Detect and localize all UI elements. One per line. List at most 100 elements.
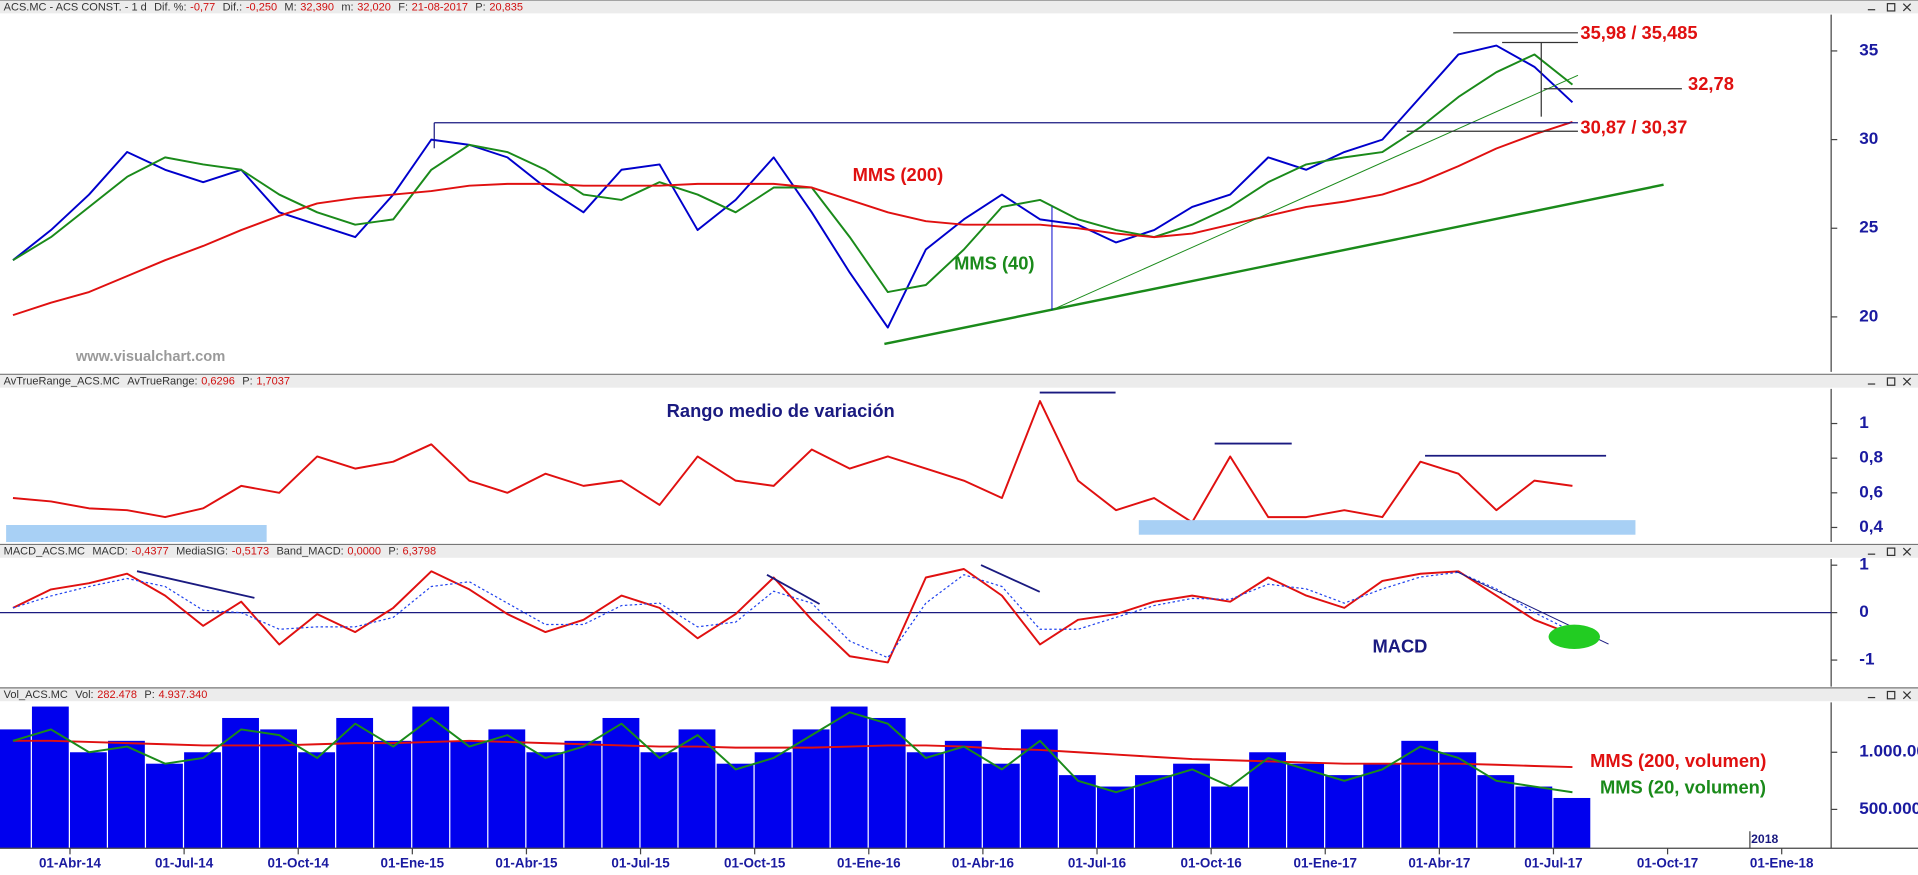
x-tick-label: 01-Ene-15 — [381, 856, 445, 871]
annotation: MMS (200, volumen) — [1590, 750, 1766, 771]
plot-area — [12, 400, 1573, 524]
header-label: P: — [475, 1, 485, 13]
y-tick-label: 0,6 — [1859, 482, 1883, 501]
x-tick-label: 01-Jul-17 — [1524, 856, 1582, 871]
header-bar — [0, 374, 1918, 388]
series-line — [12, 53, 1574, 294]
maximize-icon — [1886, 377, 1896, 386]
header-name: ACS.MC - ACS CONST. - 1 d — [4, 1, 147, 13]
volume-bar — [526, 752, 564, 849]
x-tick-label: 01-Oct-16 — [1180, 856, 1241, 871]
header-name: AvTrueRange_ACS.MC — [4, 376, 120, 388]
volume-bar — [830, 706, 868, 849]
header-value: 1,7037 — [256, 376, 290, 388]
volume-bar — [488, 729, 526, 849]
close-icon — [1902, 3, 1912, 12]
header-bar — [0, 544, 1918, 558]
header-value: 0,0000 — [347, 546, 381, 558]
y-tick-label: 0,4 — [1859, 517, 1883, 536]
panel-header: AvTrueRange_ACS.MC AvTrueRange: 0,6296 P: 1,… — [4, 376, 290, 388]
annotation: 32,78 — [1688, 73, 1734, 94]
header-label: Vol: — [75, 689, 93, 701]
volume-bar — [184, 752, 221, 849]
series-line — [12, 400, 1573, 524]
volume-bar — [1097, 786, 1134, 849]
header-value: 20,835 — [489, 1, 523, 13]
maximize-icon — [1886, 3, 1896, 12]
volume-bar — [1249, 752, 1286, 849]
window-button[interactable] — [1886, 377, 1896, 386]
volume-bar — [868, 717, 906, 849]
highlight — [1548, 624, 1600, 649]
volume-bar — [944, 740, 982, 849]
volume-bar — [108, 740, 145, 849]
x-tick-label: 01-Abr-17 — [1408, 856, 1470, 871]
window-button[interactable] — [1902, 377, 1912, 386]
header-label: F: — [398, 1, 408, 13]
header-value: -0,5173 — [232, 546, 269, 558]
volume-bar — [906, 752, 944, 849]
volume-bar — [1135, 775, 1172, 849]
drawings — [6, 32, 1682, 649]
header-label: Dif. %: — [154, 1, 186, 13]
close-icon — [1902, 691, 1912, 700]
panel-header: Vol_ACS.MC Vol: 282.478 P: 4.937.340 — [4, 689, 208, 701]
header-value: 32,390 — [300, 1, 334, 13]
window-button[interactable] — [1886, 3, 1896, 12]
x-tick-label: 01-Ene-16 — [837, 856, 901, 871]
header-label: M: — [284, 1, 296, 13]
volume-bar — [336, 717, 374, 849]
year-label: 2018 — [1751, 832, 1778, 846]
window-button[interactable] — [1902, 691, 1912, 700]
annotation: www.visualchart.com — [75, 349, 226, 365]
volume-bar — [754, 752, 792, 849]
trend-line — [136, 570, 255, 599]
header-value: 21-08-2017 — [412, 1, 468, 13]
header-value: 0,6296 — [201, 376, 235, 388]
volume-bar — [222, 717, 259, 849]
annotation: MMS (200) — [853, 164, 944, 185]
trend-line — [884, 183, 1664, 346]
volume-bar — [1058, 775, 1096, 849]
y-tick-label: 1.000.000 — [1859, 742, 1918, 761]
y-tick-label: 35 — [1859, 40, 1878, 59]
header-value: 6,3798 — [402, 546, 436, 558]
y-tick-label: 20 — [1859, 306, 1878, 325]
volume-bar — [602, 717, 640, 849]
x-tick-label: 01-Ene-17 — [1293, 856, 1357, 871]
x-tick-label: 01-Oct-15 — [724, 856, 786, 871]
header-label: m: — [341, 1, 353, 13]
header-label: P: — [144, 689, 154, 701]
window-button[interactable] — [1902, 3, 1912, 12]
x-tick-label: 01-Oct-14 — [268, 856, 330, 871]
header-name: MACD_ACS.MC — [4, 546, 85, 558]
y-tick-label: 500.000 — [1859, 799, 1918, 818]
window-button[interactable] — [1886, 547, 1896, 556]
window-button[interactable] — [1902, 547, 1912, 556]
volume-bar — [0, 729, 31, 849]
volume-bar — [1211, 786, 1248, 849]
x-tick-label: 01-Abr-16 — [952, 856, 1014, 871]
annotation: 35,98 / 35,485 — [1580, 22, 1697, 43]
series-line — [12, 120, 1573, 317]
annotation: Rango medio de variación — [667, 400, 895, 421]
header-label: P: — [242, 376, 252, 388]
annotation: MACD — [1372, 636, 1427, 657]
volume-bar — [412, 706, 450, 849]
window-button[interactable] — [1886, 690, 1896, 700]
maximize-icon — [1886, 547, 1896, 556]
y-tick-label: -1 — [1859, 650, 1874, 669]
volume-bar — [982, 763, 1020, 849]
x-tick-label: 01-Abr-15 — [495, 856, 558, 871]
close-icon — [1902, 377, 1912, 386]
volume-bar — [260, 729, 297, 849]
volume-bar — [1477, 775, 1515, 849]
x-tick-label: 01-Jul-14 — [155, 856, 214, 871]
trend-line — [766, 574, 821, 605]
header-value: 32,020 — [357, 1, 391, 13]
volume-bar — [146, 763, 183, 849]
plot-area — [12, 568, 1573, 664]
